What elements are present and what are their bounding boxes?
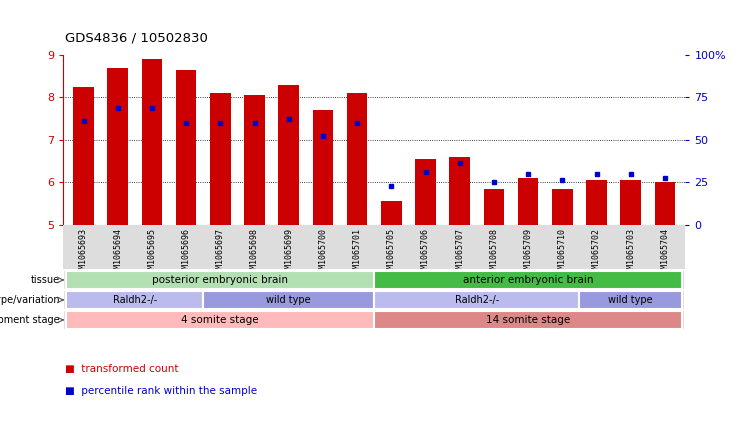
Bar (579, 291, 682, 309)
Text: GSM1065707: GSM1065707 (455, 228, 464, 278)
Bar (142, 59, 162, 225)
Text: 4 somite stage: 4 somite stage (182, 315, 259, 325)
Text: posterior embryonic brain: posterior embryonic brain (153, 275, 288, 285)
Text: GSM1065705: GSM1065705 (387, 228, 396, 278)
Text: wild type: wild type (267, 295, 311, 305)
Text: GSM1065708: GSM1065708 (489, 228, 499, 278)
Text: GSM1065699: GSM1065699 (285, 228, 293, 278)
Bar (450, 157, 470, 225)
Text: genotype/variation: genotype/variation (0, 295, 60, 305)
Text: GSM1065693: GSM1065693 (79, 228, 88, 278)
Text: wild type: wild type (608, 295, 653, 305)
Text: GSM1065701: GSM1065701 (353, 228, 362, 278)
Bar (176, 70, 196, 225)
Text: tissue: tissue (30, 275, 60, 285)
Text: ■  transformed count: ■ transformed count (65, 364, 179, 374)
Bar (586, 180, 607, 225)
Text: Raldh2-/-: Raldh2-/- (455, 295, 499, 305)
Text: GSM1065706: GSM1065706 (421, 228, 430, 278)
Text: GSM1065696: GSM1065696 (182, 228, 190, 278)
Bar (107, 68, 128, 225)
Text: GSM1065709: GSM1065709 (524, 228, 533, 278)
Bar (67, 271, 374, 289)
Bar (347, 93, 368, 225)
Bar (654, 182, 675, 225)
Bar (518, 178, 539, 225)
Bar (620, 180, 641, 225)
Text: GSM1065694: GSM1065694 (113, 228, 122, 278)
Text: GSM1065695: GSM1065695 (147, 228, 156, 278)
Bar (374, 311, 682, 329)
Bar (313, 110, 333, 225)
Bar (67, 291, 203, 309)
Text: GSM1065703: GSM1065703 (626, 228, 635, 278)
Text: ■  percentile rank within the sample: ■ percentile rank within the sample (65, 385, 257, 396)
Bar (381, 201, 402, 225)
Bar (552, 189, 573, 225)
Bar (279, 85, 299, 225)
Text: GSM1065710: GSM1065710 (558, 228, 567, 278)
Bar (374, 291, 579, 309)
Text: GSM1065704: GSM1065704 (660, 228, 669, 278)
Bar (203, 291, 374, 309)
Bar (245, 95, 265, 225)
Text: GSM1065702: GSM1065702 (592, 228, 601, 278)
Text: development stage: development stage (0, 315, 60, 325)
Bar (73, 87, 94, 225)
Text: GSM1065698: GSM1065698 (250, 228, 259, 278)
Text: 14 somite stage: 14 somite stage (486, 315, 571, 325)
Bar (374, 271, 682, 289)
Bar (210, 93, 230, 225)
Text: anterior embryonic brain: anterior embryonic brain (463, 275, 594, 285)
Bar (67, 311, 374, 329)
Text: GSM1065697: GSM1065697 (216, 228, 225, 278)
Bar (415, 159, 436, 225)
Text: Raldh2-/-: Raldh2-/- (113, 295, 157, 305)
Text: GSM1065700: GSM1065700 (319, 228, 328, 278)
Text: GDS4836 / 10502830: GDS4836 / 10502830 (65, 31, 208, 44)
Bar (484, 189, 504, 225)
